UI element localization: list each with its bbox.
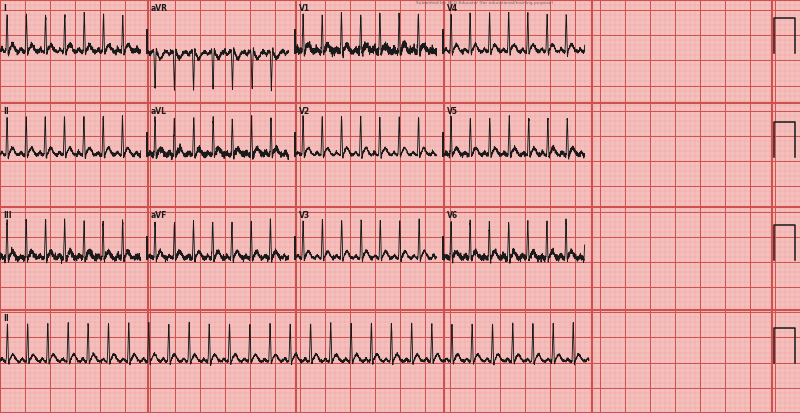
Text: II: II — [3, 107, 9, 116]
Text: I: I — [3, 4, 6, 13]
Text: V3: V3 — [299, 211, 310, 219]
Text: Submitted by: ECG Educator (for educational/training purpose): Submitted by: ECG Educator (for educatio… — [416, 1, 554, 5]
Text: III: III — [3, 211, 12, 219]
Text: V1: V1 — [299, 4, 310, 13]
Text: V4: V4 — [447, 4, 458, 13]
Text: aVR: aVR — [151, 4, 168, 13]
Text: V2: V2 — [299, 107, 310, 116]
Text: V6: V6 — [447, 211, 458, 219]
Text: aVL: aVL — [151, 107, 167, 116]
Text: aVF: aVF — [151, 211, 167, 219]
Text: V5: V5 — [447, 107, 458, 116]
Text: II: II — [3, 314, 9, 323]
